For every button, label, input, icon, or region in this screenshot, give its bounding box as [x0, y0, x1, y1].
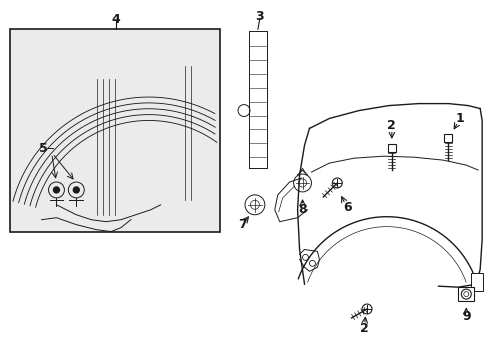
Text: 8: 8	[298, 203, 306, 216]
Text: 5: 5	[39, 142, 48, 155]
Bar	[470, 273, 482, 291]
Text: 3: 3	[255, 10, 264, 23]
Bar	[10, 29, 220, 231]
Text: 1: 1	[455, 112, 464, 125]
Text: 6: 6	[342, 201, 351, 214]
Text: 9: 9	[461, 310, 469, 323]
Text: 2: 2	[386, 119, 395, 132]
Circle shape	[53, 187, 60, 193]
Text: 2: 2	[359, 322, 367, 336]
Bar	[387, 144, 395, 152]
Text: 7: 7	[237, 218, 246, 231]
Circle shape	[73, 187, 79, 193]
Bar	[444, 134, 451, 142]
Text: 4: 4	[111, 13, 120, 26]
Bar	[457, 287, 473, 301]
